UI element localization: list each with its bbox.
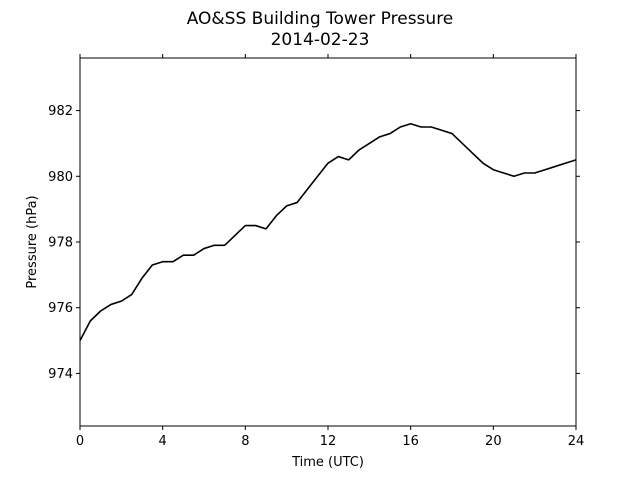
- chart-title: AO&SS Building Tower Pressure: [187, 9, 454, 29]
- y-tick-label: 976: [48, 301, 73, 316]
- x-tick-label: 8: [241, 434, 249, 449]
- y-axis: 974 976 978 980 982: [48, 104, 580, 382]
- y-tick-label: 974: [48, 367, 73, 382]
- x-axis-label: Time (UTC): [291, 455, 364, 470]
- y-tick-label: 978: [48, 236, 73, 251]
- y-tick-label: 982: [48, 104, 73, 119]
- x-tick-label: 24: [568, 434, 585, 449]
- x-tick-label: 12: [320, 434, 337, 449]
- x-tick-label: 4: [159, 434, 167, 449]
- x-tick-label: 20: [485, 434, 502, 449]
- y-tick-label: 980: [48, 170, 73, 185]
- y-axis-label: Pressure (hPa): [25, 195, 40, 288]
- pressure-series-line: [79, 122, 577, 341]
- chart-subtitle: 2014-02-23: [271, 30, 370, 50]
- x-tick-label: 0: [76, 434, 84, 449]
- x-axis: 0 4 8 12 16 20 24: [76, 54, 584, 449]
- plot-frame: [79, 57, 577, 427]
- x-tick-label: 16: [402, 434, 419, 449]
